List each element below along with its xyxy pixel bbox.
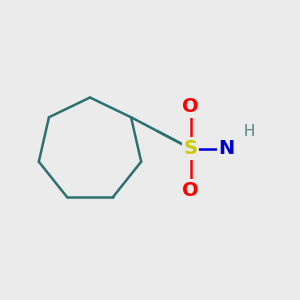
Text: S: S: [184, 139, 197, 158]
Text: N: N: [218, 139, 235, 158]
Text: H: H: [243, 124, 255, 140]
Text: H: H: [243, 124, 255, 140]
Text: O: O: [182, 97, 199, 116]
Text: O: O: [182, 181, 199, 200]
